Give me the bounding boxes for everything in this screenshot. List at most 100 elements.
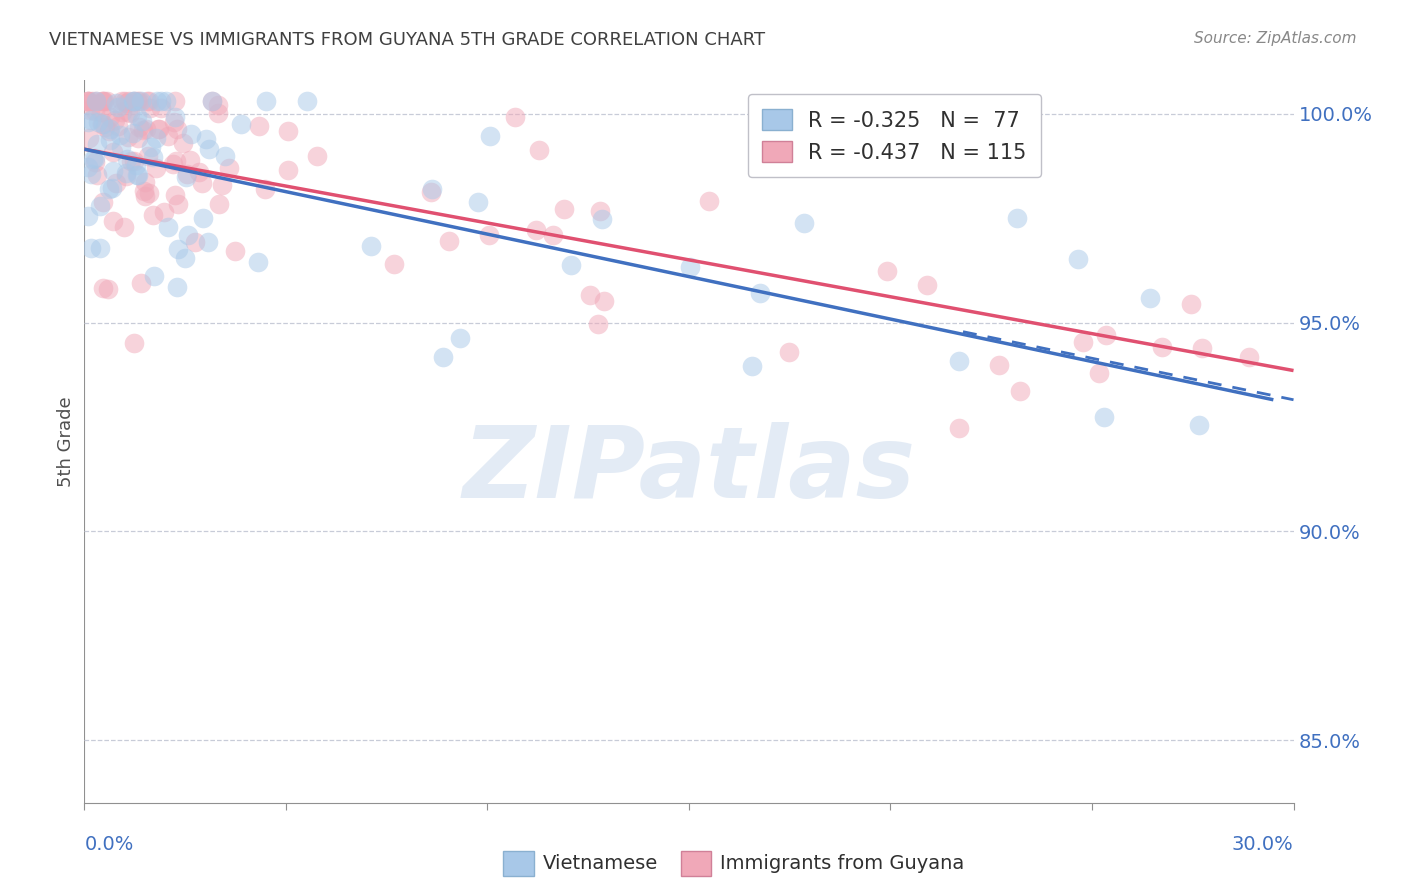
Point <box>1071 334 1094 349</box>
Point <box>148 122 170 136</box>
Point <box>184 235 207 249</box>
Point <box>432 350 454 364</box>
Point <box>593 293 616 308</box>
Point <box>589 204 612 219</box>
Point <box>77 160 100 174</box>
Point <box>104 113 127 128</box>
Point <box>180 127 202 141</box>
Point <box>124 94 146 108</box>
Point <box>125 157 148 171</box>
Point <box>153 205 176 219</box>
Point <box>82 152 104 166</box>
Point <box>91 281 114 295</box>
Point <box>1139 291 1161 305</box>
Point <box>1191 341 1213 355</box>
Point <box>165 94 187 108</box>
Point <box>176 170 198 185</box>
Point <box>172 136 194 150</box>
Point <box>101 181 124 195</box>
Point <box>79 103 101 117</box>
Point <box>86 137 108 152</box>
Point <box>127 131 149 145</box>
Point <box>1180 297 1202 311</box>
Point <box>208 197 231 211</box>
Point <box>97 124 120 138</box>
Point <box>541 228 564 243</box>
Point <box>80 167 103 181</box>
Point <box>166 279 188 293</box>
Point <box>112 219 135 234</box>
Point <box>437 235 460 249</box>
Point <box>77 130 100 145</box>
Point <box>91 117 114 131</box>
Text: ZIPatlas: ZIPatlas <box>463 422 915 519</box>
Point <box>179 153 201 167</box>
Point <box>105 176 128 190</box>
Point <box>295 94 318 108</box>
Point <box>143 269 166 284</box>
Point <box>420 182 443 196</box>
Point <box>149 94 172 108</box>
Point <box>135 122 157 136</box>
Point <box>277 162 299 177</box>
Point <box>191 211 214 225</box>
Point <box>110 139 132 153</box>
Point <box>136 94 159 108</box>
Point <box>162 157 184 171</box>
Point <box>1067 252 1090 266</box>
Point <box>108 128 131 143</box>
Point <box>115 96 138 111</box>
Point <box>83 103 105 118</box>
Point <box>218 161 240 175</box>
Point <box>84 94 107 108</box>
Point <box>77 94 100 108</box>
Point <box>77 94 100 108</box>
Point <box>77 209 100 223</box>
Point <box>741 359 763 374</box>
Point <box>214 149 236 163</box>
Text: VIETNAMESE VS IMMIGRANTS FROM GUYANA 5TH GRADE CORRELATION CHART: VIETNAMESE VS IMMIGRANTS FROM GUYANA 5TH… <box>49 31 765 49</box>
Point <box>80 113 103 128</box>
Point <box>163 188 186 202</box>
Point <box>246 254 269 268</box>
Point <box>110 104 132 119</box>
Point <box>307 149 329 163</box>
Point <box>91 94 114 108</box>
Point <box>201 94 224 108</box>
Point <box>138 186 160 200</box>
Point <box>1237 351 1260 365</box>
Point <box>122 94 145 108</box>
Point <box>128 94 150 108</box>
Point <box>578 288 600 302</box>
Point <box>876 264 898 278</box>
Point <box>224 244 246 259</box>
Point <box>150 101 173 115</box>
Point <box>146 122 169 136</box>
Point <box>194 132 217 146</box>
Point <box>915 278 938 293</box>
Point <box>165 111 187 125</box>
Point <box>142 207 165 221</box>
Text: Source: ZipAtlas.com: Source: ZipAtlas.com <box>1194 31 1357 46</box>
Point <box>114 166 136 180</box>
Point <box>524 223 547 237</box>
Point <box>560 258 582 272</box>
Point <box>467 195 489 210</box>
Point <box>117 130 139 145</box>
Point <box>1152 341 1174 355</box>
Point <box>553 202 575 216</box>
Point <box>98 122 121 136</box>
Point <box>127 94 149 108</box>
Point <box>77 94 100 108</box>
Point <box>948 421 970 435</box>
Point <box>360 239 382 253</box>
Point <box>162 115 184 129</box>
Point <box>77 115 100 129</box>
Point <box>125 169 148 183</box>
Point <box>157 129 180 144</box>
Point <box>87 115 110 129</box>
Point <box>987 358 1010 372</box>
Point <box>166 122 188 136</box>
Point <box>127 168 149 182</box>
Point <box>103 145 125 160</box>
